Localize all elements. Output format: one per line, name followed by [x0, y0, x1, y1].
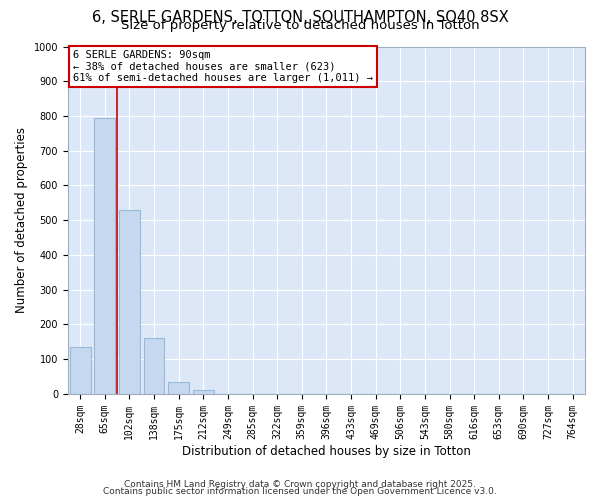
Y-axis label: Number of detached properties: Number of detached properties [15, 127, 28, 313]
Bar [143, 338, 164, 394]
Text: 6 SERLE GARDENS: 90sqm
← 38% of detached houses are smaller (623)
61% of semi-de: 6 SERLE GARDENS: 90sqm ← 38% of detached… [73, 50, 373, 83]
Bar [119, 210, 140, 394]
Text: 6, SERLE GARDENS, TOTTON, SOUTHAMPTON, SO40 8SX: 6, SERLE GARDENS, TOTTON, SOUTHAMPTON, S… [92, 10, 508, 25]
Bar [70, 347, 91, 394]
Text: Contains HM Land Registry data © Crown copyright and database right 2025.: Contains HM Land Registry data © Crown c… [124, 480, 476, 489]
Bar [168, 382, 189, 394]
Text: Contains public sector information licensed under the Open Government Licence v3: Contains public sector information licen… [103, 487, 497, 496]
Text: Size of property relative to detached houses in Totton: Size of property relative to detached ho… [121, 19, 479, 32]
Bar [193, 390, 214, 394]
X-axis label: Distribution of detached houses by size in Totton: Distribution of detached houses by size … [182, 444, 471, 458]
Bar [94, 118, 115, 394]
